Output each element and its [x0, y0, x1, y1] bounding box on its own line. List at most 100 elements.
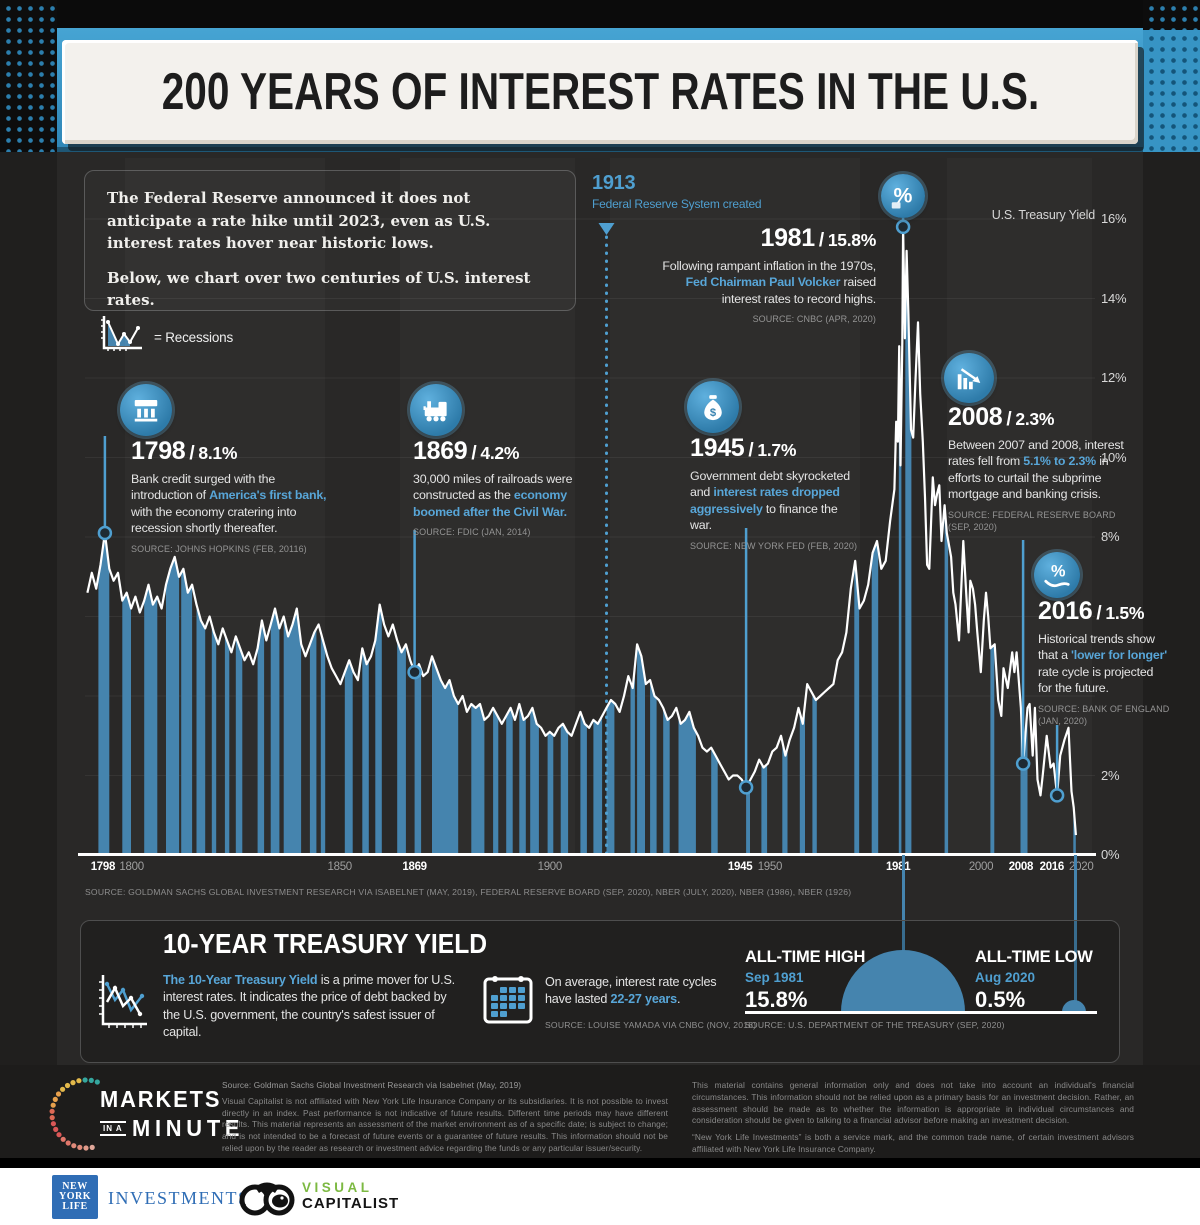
x-axis-tick: 1850 — [327, 861, 353, 873]
highlighted-text: 'lower for longer' — [1071, 648, 1167, 663]
event-1869: 1869/4.2% 30,000 miles of railroads were… — [413, 437, 581, 539]
all-time-low-value: 0.5% — [975, 987, 1026, 1012]
markets-in-a-minute-logo: MARKETS IN A MINUTE — [100, 1086, 250, 1142]
event-year: 1798 — [131, 437, 186, 465]
brand-dot — [65, 1140, 71, 1146]
x-axis-tick: 2000 — [968, 861, 994, 873]
money-bag-icon-glyph: $ — [704, 395, 722, 421]
treasury-description: The 10-Year Treasury Yield is a prime mo… — [163, 972, 465, 1042]
event-point-marker — [407, 664, 422, 680]
event-source: SOURCE: JOHNS HOPKINS (FEB, 20116) — [131, 543, 307, 554]
percent-icon: % — [881, 174, 925, 218]
event-1945: 1945/1.7% Government debt skyrocketed an… — [690, 434, 862, 552]
all-time-baseline — [745, 1011, 1097, 1014]
recessions-legend-label: = Recessions — [154, 329, 234, 345]
recession-bar — [397, 226, 406, 855]
brand-dot — [88, 1077, 94, 1083]
brand-dot — [94, 1079, 100, 1085]
calendar-icon — [483, 976, 533, 1024]
highlighted-text: economy boomed after the Civil War. — [413, 488, 567, 519]
y-axis-tick: 16% — [1101, 211, 1127, 226]
recession-bar — [362, 226, 369, 855]
x-axis-tick: 2008 — [1008, 861, 1034, 873]
all-time-high-label: ALL-TIME HIGH — [745, 948, 866, 966]
disclaimer-left-text: Visual Capitalist is not affiliated with… — [222, 1095, 668, 1153]
all-time-low-connector — [1074, 855, 1077, 1001]
event-rate: 1.5% — [1105, 603, 1145, 623]
logo-line-ina: IN A — [100, 1121, 126, 1136]
brand-dot — [53, 1126, 59, 1132]
text: raised interest rates to record highs. — [721, 275, 876, 306]
recession-bar — [606, 226, 615, 855]
event-rate: 8.1% — [198, 443, 238, 463]
intro-paragraph-2: Below, we chart over two centuries of U.… — [107, 268, 531, 310]
brand-dot — [76, 1078, 82, 1084]
logo-line-minute: MINUTE — [131, 1115, 244, 1141]
event-point-marker — [97, 525, 113, 541]
event-1913: 1913 Federal Reserve System created — [592, 172, 812, 211]
x-axis-tick: 1900 — [537, 861, 563, 873]
brand-dot — [55, 1091, 62, 1097]
recession-bar — [944, 226, 949, 855]
money-bag-icon: $ — [687, 381, 739, 433]
brand-dot — [89, 1144, 95, 1150]
separator: / — [1006, 409, 1012, 430]
event-2008: 2008/2.3% Between 2007 and 2008, interes… — [948, 403, 1140, 534]
dot-pattern-left — [0, 0, 57, 152]
text: On average, interest rate cycles have la… — [545, 975, 717, 1007]
brand-dot — [50, 1121, 56, 1127]
svg-text:$: $ — [710, 407, 717, 419]
brand-dot — [83, 1145, 89, 1151]
recession-bar — [630, 226, 635, 855]
x-axis-tick: 2020 — [1069, 861, 1094, 873]
brand-dot — [82, 1077, 88, 1083]
brand-dot — [60, 1086, 66, 1092]
event-1913-label: Federal Reserve System created — [592, 197, 762, 211]
x-axis-tick: 1950 — [757, 861, 783, 873]
y-axis-tick: 10% — [1101, 449, 1127, 465]
event-rate: 2.3% — [1015, 409, 1055, 429]
recession-bar — [898, 226, 902, 855]
footer-divider — [0, 1158, 1200, 1168]
left-margin — [0, 152, 57, 1065]
event-source: SOURCE: FDIC (JAN, 2014) — [413, 527, 531, 538]
brand-dot — [70, 1080, 76, 1086]
event-source: SOURCE: FEDERAL RESERVE BOARD (SEP, 2020… — [948, 509, 1116, 533]
brand-dot — [56, 1132, 62, 1138]
disclaimer-source-line: Source: Goldman Sachs Global Investment … — [222, 1080, 522, 1090]
text: 30,000 miles of railroads were construct… — [413, 472, 573, 503]
nyl-line-1: NEW — [62, 1181, 88, 1193]
title-card: 200 YEARS OF INTEREST RATES IN THE U.S. — [62, 40, 1138, 144]
investments-wordmark: INVESTMENTS — [108, 1188, 250, 1208]
all-time-low-date: Aug 2020 — [975, 970, 1036, 985]
separator: / — [1096, 603, 1102, 624]
highlighted-text: 22-27 years — [610, 992, 678, 1007]
visual-wordmark: VISUAL — [302, 1180, 373, 1195]
event-description: Historical trends show that a 'lower for… — [1038, 631, 1170, 697]
hand-percent-icon: % — [1034, 552, 1080, 598]
text: Between 2007 and 2008, interest rates fe… — [948, 438, 1124, 469]
x-axis-line — [78, 853, 1096, 856]
x-axis-tick: 1800 — [119, 861, 144, 873]
nyl-line-2: YORK — [59, 1191, 91, 1203]
highlighted-text: interest rates dropped aggressively — [690, 485, 840, 516]
x-axis-tick: 1945 — [727, 861, 753, 873]
text: with the economy cratering into recessio… — [131, 504, 297, 536]
text: in efforts to curtail the subprime mortg… — [948, 454, 1109, 502]
brand-dot — [52, 1096, 58, 1102]
footer-brand-bar — [0, 1168, 1200, 1225]
recessions-legend: = Recessions — [100, 314, 233, 354]
recession-bar — [344, 226, 353, 855]
event-description: Government debt skyrocketed and interest… — [690, 468, 862, 534]
event-point-marker — [895, 219, 911, 235]
y-axis-tick: 0% — [1101, 847, 1120, 862]
y-axis-tick: 2% — [1101, 767, 1120, 783]
event-1798: 1798/8.1% Bank credit surged with the in… — [131, 437, 331, 555]
all-time-high-connector — [902, 855, 905, 952]
brand-dot — [60, 1136, 66, 1142]
event-rate: 4.2% — [480, 443, 520, 463]
y-axis-title: U.S. Treasury Yield — [991, 208, 1095, 222]
highlighted-text: America's first bank, — [209, 488, 327, 503]
bank-icon — [120, 384, 172, 436]
text: Bank credit surged with the introduction… — [131, 472, 276, 503]
